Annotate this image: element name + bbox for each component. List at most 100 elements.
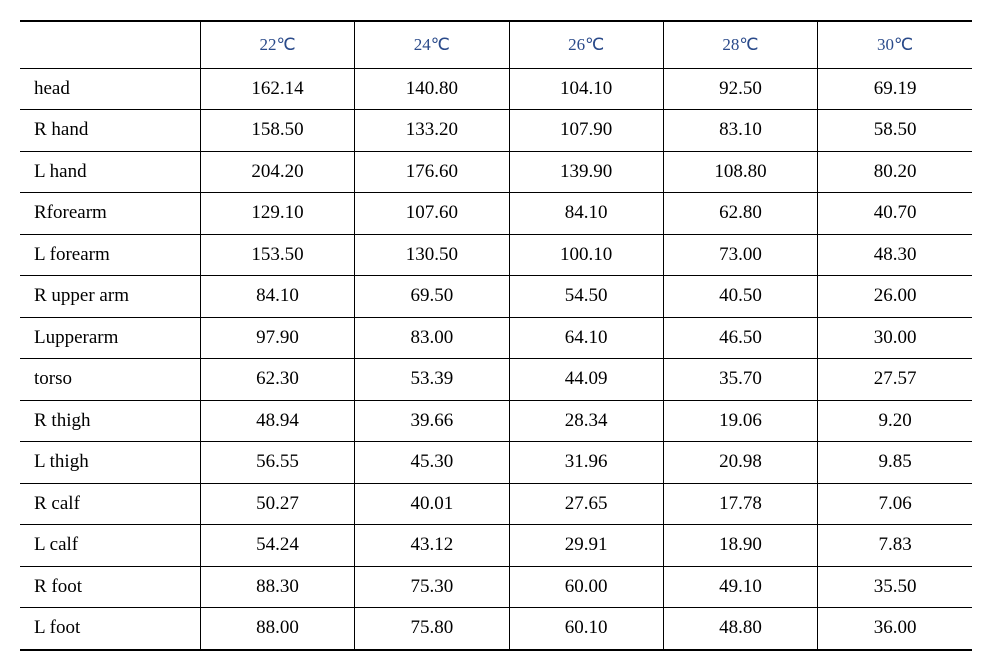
cell: 62.80: [663, 193, 817, 235]
table-row: R foot 88.30 75.30 60.00 49.10 35.50: [20, 566, 972, 608]
cell: 107.60: [355, 193, 509, 235]
cell: 53.39: [355, 359, 509, 401]
cell: 40.01: [355, 483, 509, 525]
row-label: L thigh: [20, 442, 200, 484]
cell: 176.60: [355, 151, 509, 193]
cell: 54.50: [509, 276, 663, 318]
cell: 18.90: [663, 525, 817, 567]
cell: 39.66: [355, 400, 509, 442]
cell: 49.10: [663, 566, 817, 608]
cell: 83.00: [355, 317, 509, 359]
cell: 30.00: [818, 317, 972, 359]
table-row: Lupperarm 97.90 83.00 64.10 46.50 30.00: [20, 317, 972, 359]
cell: 40.50: [663, 276, 817, 318]
cell: 36.00: [818, 608, 972, 650]
cell: 88.00: [200, 608, 354, 650]
cell: 44.09: [509, 359, 663, 401]
row-label: Lupperarm: [20, 317, 200, 359]
cell: 130.50: [355, 234, 509, 276]
cell: 48.94: [200, 400, 354, 442]
table-row: Rforearm 129.10 107.60 84.10 62.80 40.70: [20, 193, 972, 235]
header-blank: [20, 21, 200, 68]
table-row: head 162.14 140.80 104.10 92.50 69.19: [20, 68, 972, 110]
table-row: L forearm 153.50 130.50 100.10 73.00 48.…: [20, 234, 972, 276]
cell: 204.20: [200, 151, 354, 193]
cell: 88.30: [200, 566, 354, 608]
cell: 75.30: [355, 566, 509, 608]
header-col-24: 24℃: [355, 21, 509, 68]
cell: 60.10: [509, 608, 663, 650]
cell: 9.20: [818, 400, 972, 442]
cell: 162.14: [200, 68, 354, 110]
cell: 50.27: [200, 483, 354, 525]
cell: 19.06: [663, 400, 817, 442]
cell: 140.80: [355, 68, 509, 110]
cell: 107.90: [509, 110, 663, 152]
header-col-22: 22℃: [200, 21, 354, 68]
row-label: L foot: [20, 608, 200, 650]
cell: 48.30: [818, 234, 972, 276]
row-label: R upper arm: [20, 276, 200, 318]
cell: 9.85: [818, 442, 972, 484]
cell: 84.10: [200, 276, 354, 318]
row-label: R calf: [20, 483, 200, 525]
header-col-26: 26℃: [509, 21, 663, 68]
cell: 84.10: [509, 193, 663, 235]
cell: 35.70: [663, 359, 817, 401]
row-label: torso: [20, 359, 200, 401]
row-label: R hand: [20, 110, 200, 152]
cell: 158.50: [200, 110, 354, 152]
row-label: L calf: [20, 525, 200, 567]
cell: 69.50: [355, 276, 509, 318]
cell: 60.00: [509, 566, 663, 608]
cell: 17.78: [663, 483, 817, 525]
row-label: head: [20, 68, 200, 110]
cell: 7.06: [818, 483, 972, 525]
table-row: R thigh 48.94 39.66 28.34 19.06 9.20: [20, 400, 972, 442]
cell: 139.90: [509, 151, 663, 193]
cell: 58.50: [818, 110, 972, 152]
table-body: head 162.14 140.80 104.10 92.50 69.19 R …: [20, 68, 972, 650]
cell: 133.20: [355, 110, 509, 152]
cell: 40.70: [818, 193, 972, 235]
cell: 104.10: [509, 68, 663, 110]
cell: 28.34: [509, 400, 663, 442]
cell: 31.96: [509, 442, 663, 484]
cell: 69.19: [818, 68, 972, 110]
row-label: L forearm: [20, 234, 200, 276]
header-col-28: 28℃: [663, 21, 817, 68]
cell: 92.50: [663, 68, 817, 110]
cell: 20.98: [663, 442, 817, 484]
cell: 97.90: [200, 317, 354, 359]
header-col-30: 30℃: [818, 21, 972, 68]
cell: 80.20: [818, 151, 972, 193]
cell: 73.00: [663, 234, 817, 276]
row-label: Rforearm: [20, 193, 200, 235]
cell: 100.10: [509, 234, 663, 276]
table-header-row: 22℃ 24℃ 26℃ 28℃ 30℃: [20, 21, 972, 68]
row-label: R thigh: [20, 400, 200, 442]
cell: 64.10: [509, 317, 663, 359]
cell: 108.80: [663, 151, 817, 193]
cell: 54.24: [200, 525, 354, 567]
cell: 129.10: [200, 193, 354, 235]
table-row: L foot 88.00 75.80 60.10 48.80 36.00: [20, 608, 972, 650]
cell: 83.10: [663, 110, 817, 152]
table-row: L calf 54.24 43.12 29.91 18.90 7.83: [20, 525, 972, 567]
cell: 48.80: [663, 608, 817, 650]
data-table: 22℃ 24℃ 26℃ 28℃ 30℃ head 162.14 140.80 1…: [20, 20, 972, 651]
cell: 46.50: [663, 317, 817, 359]
cell: 35.50: [818, 566, 972, 608]
cell: 153.50: [200, 234, 354, 276]
cell: 62.30: [200, 359, 354, 401]
cell: 27.65: [509, 483, 663, 525]
cell: 29.91: [509, 525, 663, 567]
table-row: R upper arm 84.10 69.50 54.50 40.50 26.0…: [20, 276, 972, 318]
table-row: torso 62.30 53.39 44.09 35.70 27.57: [20, 359, 972, 401]
cell: 26.00: [818, 276, 972, 318]
cell: 7.83: [818, 525, 972, 567]
table-row: L thigh 56.55 45.30 31.96 20.98 9.85: [20, 442, 972, 484]
table-row: R calf 50.27 40.01 27.65 17.78 7.06: [20, 483, 972, 525]
row-label: L hand: [20, 151, 200, 193]
cell: 43.12: [355, 525, 509, 567]
